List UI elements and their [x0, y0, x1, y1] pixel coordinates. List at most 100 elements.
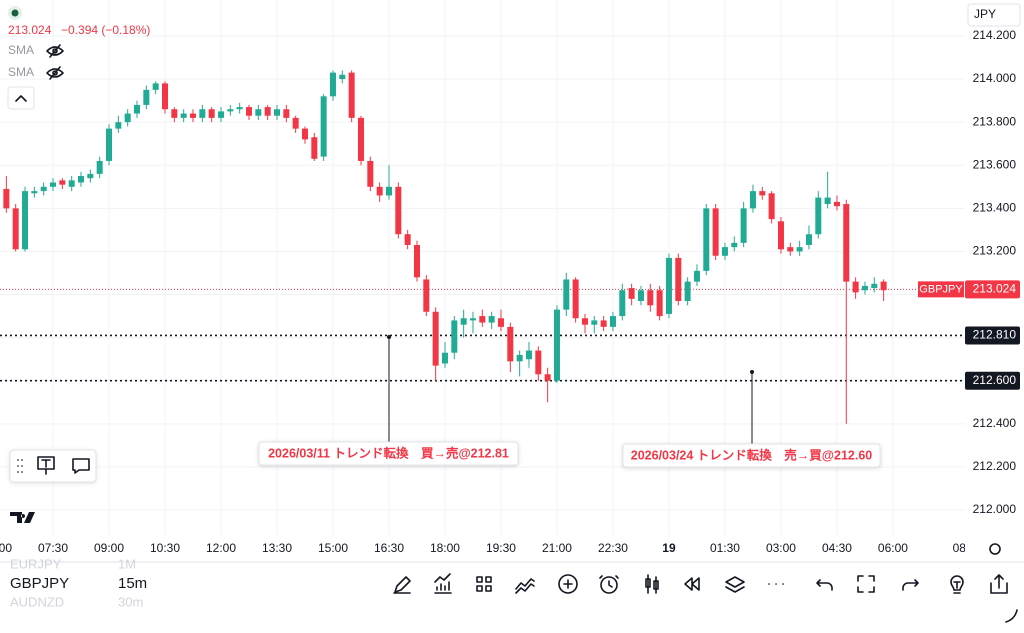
candle-body: [852, 281, 859, 293]
x-tick-label: 16:30: [374, 541, 404, 555]
y-tick-label: 212.400: [973, 416, 1017, 430]
candle-body: [684, 281, 691, 302]
redo-icon[interactable]: [902, 579, 919, 591]
candle-body: [311, 137, 318, 159]
x-tick-label: 21:00: [542, 541, 572, 555]
candle-body: [31, 191, 38, 194]
resize-corner: [1005, 609, 1018, 623]
candle-body: [404, 234, 411, 245]
comment-tool-icon[interactable]: [72, 458, 90, 474]
annotation-anchor: [387, 335, 391, 339]
candle-body: [292, 117, 299, 129]
candle-body: [59, 180, 66, 185]
candle-body: [535, 350, 542, 375]
candle-body: [413, 244, 420, 278]
x-tick-label: 08:00: [953, 541, 983, 555]
candle-body: [749, 191, 756, 209]
y-tick-label: 213.800: [973, 114, 1017, 128]
candle-body: [385, 186, 392, 196]
layers-icon[interactable]: [725, 576, 745, 593]
candle-body: [712, 208, 719, 256]
x-tick-label: 19:30: [486, 541, 516, 555]
fullscreen-icon[interactable]: [857, 575, 875, 593]
x-tick-label: 03:00: [766, 541, 796, 555]
candle-body: [171, 109, 178, 118]
candle-body: [152, 83, 159, 90]
x-tick-label: 06:00: [0, 541, 12, 555]
ideas-icon[interactable]: [950, 575, 964, 594]
text-tool-icon[interactable]: [37, 456, 55, 475]
candle-body: [115, 122, 122, 129]
indicators-icon[interactable]: [434, 573, 452, 594]
x-tick-label: 09:00: [94, 541, 124, 555]
candle-body: [880, 281, 887, 291]
candle-body: [245, 107, 252, 116]
candle-body: [777, 221, 784, 250]
pen-icon[interactable]: [393, 576, 411, 594]
candle-body: [815, 197, 822, 235]
replay-icon[interactable]: [684, 577, 700, 591]
share-icon[interactable]: [990, 574, 1008, 594]
annotation-box: [258, 441, 519, 466]
candle-body: [553, 309, 560, 381]
candles-icon[interactable]: [645, 574, 659, 594]
candle-body: [162, 83, 169, 110]
symbol-tag-label: GBPJPY: [919, 283, 963, 295]
compare-icon[interactable]: [515, 578, 535, 594]
candle-body: [675, 257, 682, 302]
y-tick-label: 213.200: [973, 244, 1017, 258]
line-price-tag: [965, 326, 1020, 345]
candle-body: [591, 320, 598, 325]
y-tick-label: 213.600: [973, 157, 1017, 171]
toolbar-interval[interactable]: 15m: [118, 575, 147, 592]
candle-body: [469, 318, 476, 321]
annotation-text: 2026/03/11 トレンド転換 買→売@212.81: [268, 445, 509, 460]
candle-body: [805, 234, 812, 245]
candle-body: [563, 279, 570, 310]
currency-box[interactable]: [967, 3, 1021, 27]
annotation-text: 2026/03/24 トレンド転換 売→買@212.60: [631, 447, 873, 462]
collapse-button[interactable]: [7, 86, 35, 110]
undo-icon[interactable]: [816, 579, 833, 591]
add-icon[interactable]: [558, 574, 578, 594]
candle-body: [516, 354, 523, 362]
candle-body: [12, 208, 19, 250]
hidden-eye-icon[interactable]: [46, 66, 64, 80]
candle-body: [283, 109, 290, 118]
candle-body: [460, 318, 467, 325]
toolbar-symbol[interactable]: GBPJPY: [10, 575, 69, 592]
candle-body: [581, 318, 588, 325]
alert-icon[interactable]: [599, 575, 619, 594]
candle-body: [637, 290, 644, 302]
candle-body: [572, 279, 579, 319]
line-price-label: 212.810: [973, 328, 1017, 342]
watchlist-interval: 30m: [118, 594, 143, 609]
x-tick-label: 06:00: [878, 541, 908, 555]
candle-body: [796, 247, 803, 252]
candle-body: [78, 176, 85, 183]
hidden-eye-icon[interactable]: [46, 44, 64, 58]
candle-body: [544, 374, 551, 381]
indicator-name: SMA: [8, 65, 34, 79]
candle-body: [740, 208, 747, 243]
candle-body: [357, 117, 364, 161]
candle-body: [768, 193, 775, 220]
candle-body: [703, 208, 710, 271]
candle-body: [273, 109, 280, 116]
candle-body: [432, 311, 439, 366]
candle-body: [488, 316, 495, 323]
settings-icon[interactable]: [989, 543, 1001, 555]
candle-body: [143, 89, 150, 105]
candle-body: [227, 109, 234, 112]
candle-body: [479, 316, 486, 323]
candle-body: [217, 111, 224, 118]
annotation-anchor: [750, 370, 754, 374]
templates-icon[interactable]: [476, 576, 492, 592]
x-tick-label: 04:30: [822, 541, 852, 555]
y-tick-label: 214.000: [973, 71, 1017, 85]
symbol-tag: [918, 281, 964, 298]
tv-logo: [10, 512, 35, 523]
candle-body: [693, 270, 700, 282]
candle-body: [787, 247, 794, 252]
